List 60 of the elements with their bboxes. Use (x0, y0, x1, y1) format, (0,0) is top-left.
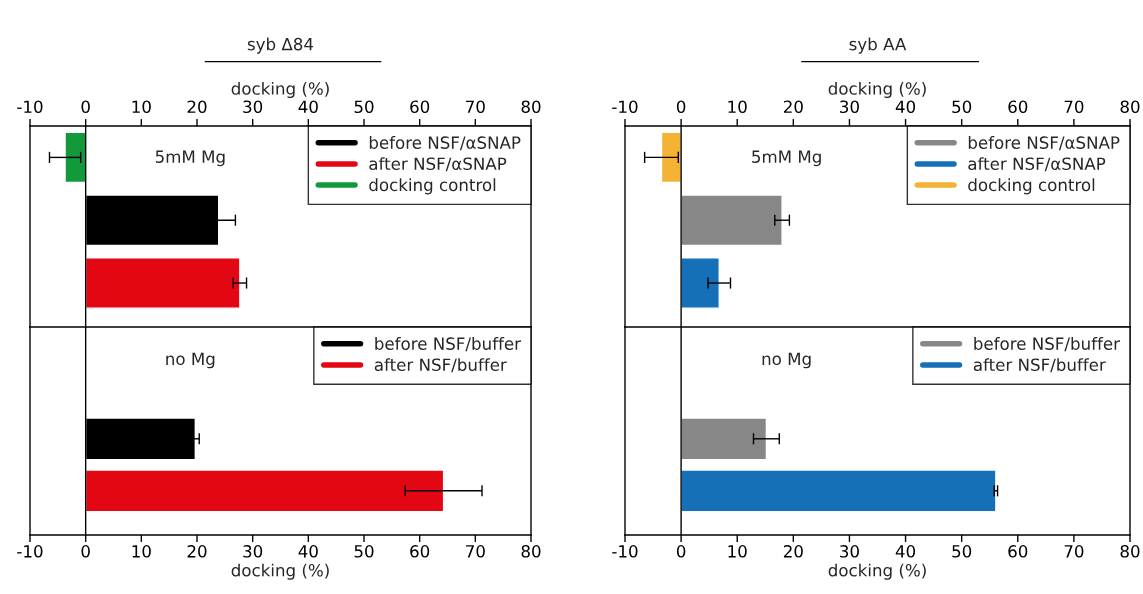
x-tick-label: 20 (783, 545, 803, 558)
x-tick-label: 80 (521, 545, 541, 558)
x-tick-label: 60 (1008, 545, 1028, 558)
x-axis-title: docking (%) (231, 563, 329, 580)
x-tick-label: 20 (187, 545, 207, 558)
legend-label: after NSF/buffer (973, 358, 1106, 373)
x-axis-title: docking (%) (231, 81, 329, 99)
annotation: 5mM Mg (752, 150, 821, 167)
x-axis-title: docking (%) (828, 81, 926, 99)
x-tick-label: 50 (354, 100, 374, 114)
x-tick-label: 30 (243, 100, 263, 114)
x-tick-label: 30 (243, 545, 263, 558)
x-tick-label: 50 (952, 100, 972, 114)
x-tick-label: 70 (1064, 100, 1084, 114)
x-tick-label: 0 (676, 545, 686, 558)
x-tick-label: 30 (840, 100, 859, 114)
x-tick-label: 0 (81, 100, 90, 114)
legend-label: before NSF/αSNAP (369, 136, 521, 151)
x-tick-label: 30 (840, 545, 859, 558)
x-tick-label: 40 (895, 545, 916, 558)
x-tick-label: 40 (895, 100, 916, 114)
chart-title: syb Δ84 (247, 37, 314, 54)
x-tick-label: 0 (676, 100, 686, 114)
x-tick-label: 50 (354, 545, 374, 558)
legend-label: docking control (369, 178, 496, 195)
legend-label: after NSF/buffer (374, 358, 507, 373)
x-tick-label: 40 (298, 100, 318, 114)
chart-title: syb AA (849, 37, 907, 54)
legend-label: before NSF/buffer (974, 337, 1120, 352)
x-tick-label: 80 (1120, 545, 1140, 558)
x-tick-label: 10 (132, 100, 151, 114)
x-tick-label: 20 (187, 100, 207, 114)
legend-label: after NSF/αSNAP (369, 157, 507, 172)
x-tick-label: 10 (728, 100, 747, 114)
x-tick-label: 40 (298, 545, 318, 558)
x-tick-label: 70 (1064, 545, 1084, 558)
x-tick-label: -10 (17, 100, 43, 114)
legend-label: before NSF/buffer (375, 337, 521, 352)
x-tick-label: 80 (1120, 100, 1140, 114)
x-tick-label: 50 (952, 545, 972, 558)
x-tick-label: 0 (81, 545, 90, 558)
text: no Mg (166, 352, 215, 369)
x-tick-label: 80 (521, 100, 541, 114)
x-tick-label: 70 (466, 100, 485, 114)
legend-label: before NSF/αSNAP (968, 136, 1120, 151)
x-tick-label: 10 (728, 545, 747, 558)
text: no Mg (762, 352, 811, 369)
annotation: 5mM Mg (155, 150, 225, 167)
x-tick-label: 60 (410, 545, 430, 558)
x-tick-label: -10 (612, 100, 638, 114)
legend-label: after NSF/αSNAP (968, 157, 1106, 172)
legend-label: docking control (968, 178, 1095, 195)
x-tick-label: 60 (410, 100, 430, 114)
x-tick-label: 20 (783, 100, 803, 114)
x-tick-label: -10 (17, 545, 43, 558)
x-tick-label: 10 (132, 545, 151, 558)
x-tick-label: 70 (466, 545, 485, 558)
x-axis-title: docking (%) (828, 563, 926, 580)
x-tick-label: 60 (1008, 100, 1028, 114)
x-tick-label: -10 (612, 545, 638, 558)
